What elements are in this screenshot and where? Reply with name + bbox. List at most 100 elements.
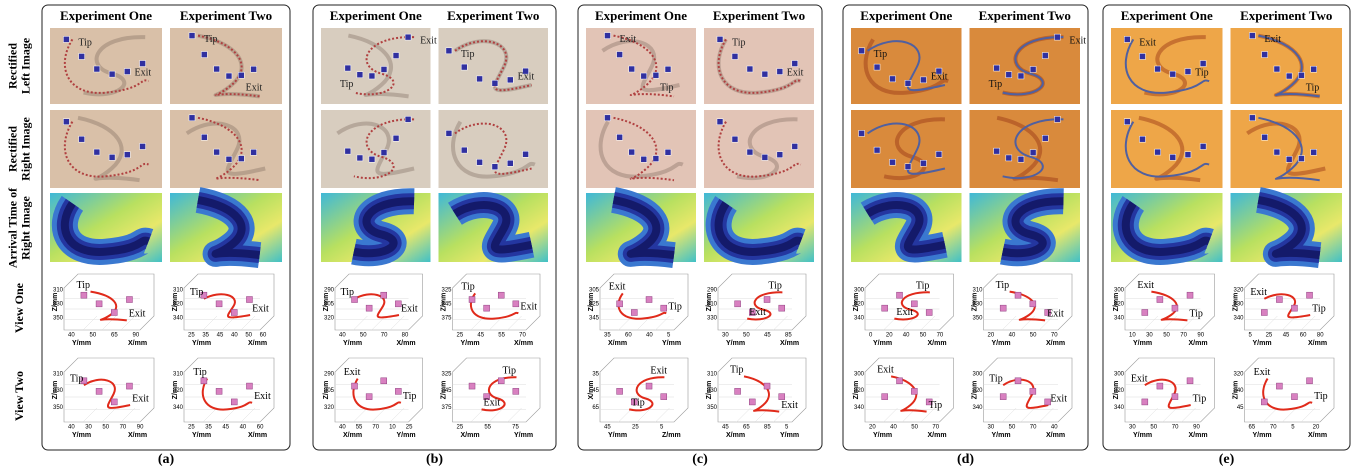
- marker: [461, 64, 467, 70]
- marker: [1298, 72, 1304, 78]
- marker: [905, 164, 911, 170]
- tick-label: 325: [441, 372, 452, 378]
- marker: [352, 383, 358, 389]
- tick-label: 80: [1317, 333, 1324, 339]
- plot-label: Tip: [916, 281, 930, 292]
- image-label: Tip: [204, 34, 218, 45]
- plot-label: Exit: [1254, 367, 1271, 378]
- marker: [381, 378, 387, 384]
- tick-label: 80: [402, 333, 409, 339]
- tick-label: 60: [260, 333, 267, 339]
- plot-label: Exit: [1131, 373, 1148, 384]
- tick-label: 325: [441, 288, 452, 294]
- tick-label: 320: [324, 316, 335, 322]
- image-label: Exit: [246, 83, 263, 94]
- marker: [216, 301, 222, 307]
- tick-label: 25: [457, 425, 464, 431]
- marker: [911, 388, 917, 394]
- image-bg: [439, 28, 549, 104]
- marker: [777, 69, 783, 75]
- tick-label: 40: [339, 333, 346, 339]
- marker: [1311, 149, 1317, 155]
- marker: [1155, 66, 1161, 72]
- plot-label: Tip: [1312, 303, 1326, 314]
- marker: [381, 66, 387, 72]
- image-label: Exit: [1069, 35, 1086, 46]
- marker: [1249, 33, 1255, 39]
- tick-label: 65: [743, 425, 750, 431]
- plot-3d: ExitTipZ/mmY/mmX/mm30032034030507090: [1113, 358, 1215, 439]
- tick-label: 320: [854, 302, 865, 308]
- marker: [641, 73, 647, 79]
- column-title: Experiment Two: [713, 8, 805, 23]
- tick-label: 25: [406, 425, 413, 431]
- marker: [779, 394, 785, 400]
- tick-label: 25: [1266, 333, 1273, 339]
- panel-caption: (e): [1219, 452, 1235, 467]
- tick-label: 25: [457, 333, 464, 339]
- plot-label: Exit: [609, 282, 626, 293]
- marker: [216, 388, 222, 394]
- marker: [405, 116, 411, 122]
- image-label: Tip: [732, 38, 746, 49]
- tick-label: 25: [632, 425, 639, 431]
- marker: [1286, 73, 1292, 79]
- marker: [469, 383, 475, 389]
- plot-label: Exit: [1047, 309, 1064, 320]
- marker: [605, 115, 611, 121]
- row-label: Rectified: [5, 43, 19, 89]
- arrival-map: [851, 193, 962, 262]
- marker: [214, 66, 220, 72]
- tick-label: 340: [854, 405, 865, 411]
- marker: [1170, 154, 1176, 160]
- plot-3d: ExitTipZ/mmY/mmX/mm3003203401030507090: [1113, 274, 1215, 347]
- marker: [1142, 309, 1148, 315]
- plot-3d: ExitTipZ/mmX/mmY/mm2903053204055701025: [323, 358, 423, 439]
- marker: [936, 151, 942, 157]
- tick-label: 70: [1180, 333, 1187, 339]
- column-title: Experiment Two: [979, 8, 1071, 23]
- marker: [661, 394, 667, 400]
- marker: [792, 61, 798, 67]
- tick-label: 85: [764, 425, 771, 431]
- marker: [381, 150, 387, 156]
- axis-title: X/mm: [461, 432, 480, 439]
- plot-3d: ExitTipZ/mmY/mmX/mm30032034020405070: [853, 358, 954, 439]
- plot-label: Tip: [70, 373, 84, 384]
- image-label: Tip: [340, 79, 354, 90]
- marker: [646, 383, 652, 389]
- right-image: [50, 110, 162, 188]
- axis-title: X/mm: [1189, 340, 1208, 347]
- marker: [1185, 69, 1191, 75]
- marker: [246, 297, 252, 303]
- axis-title: X/mm: [780, 340, 799, 347]
- marker: [492, 164, 498, 170]
- axis-title: X/mm: [1308, 340, 1327, 347]
- image-label: Exit: [135, 67, 152, 78]
- tick-label: 65: [1249, 425, 1256, 431]
- tick-label: 320: [173, 388, 184, 394]
- image-label: Exit: [931, 71, 948, 82]
- tick-label: 310: [173, 372, 184, 378]
- marker: [1262, 52, 1268, 58]
- tick-label: 45: [722, 425, 729, 431]
- marker: [920, 160, 926, 166]
- axis-title: Y/mm: [992, 432, 1011, 439]
- tick-label: 55: [356, 425, 363, 431]
- tick-label: 340: [972, 405, 983, 411]
- tick-label: 40: [231, 333, 238, 339]
- image-label: Tip: [78, 38, 92, 49]
- tick-label: 25: [188, 333, 195, 339]
- marker: [124, 152, 130, 158]
- tick-label: 45: [477, 333, 484, 339]
- marker: [238, 72, 244, 78]
- column-title: Experiment Two: [447, 8, 539, 23]
- tick-label: 320: [1233, 288, 1244, 294]
- tick-label: 340: [173, 316, 184, 322]
- marker: [140, 61, 146, 67]
- axis-title: Y/mm: [1253, 340, 1272, 347]
- tick-label: 5: [1249, 333, 1253, 339]
- plot-label: Tip: [768, 281, 782, 292]
- tick-label: 50: [911, 425, 918, 431]
- left-image: ExitTip: [321, 28, 437, 104]
